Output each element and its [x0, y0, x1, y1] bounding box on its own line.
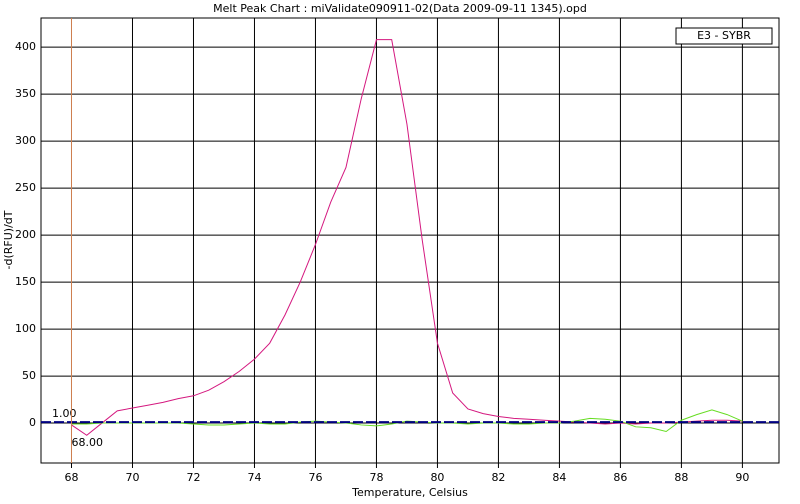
x-tick-label: 72: [186, 471, 200, 484]
legend-box: [675, 27, 773, 45]
plot-frame: [40, 17, 780, 464]
x-tick-label: 76: [308, 471, 322, 484]
x-tick-label: 80: [430, 471, 444, 484]
y-tick-label: 50: [22, 369, 36, 382]
x-tick-label: 88: [674, 471, 688, 484]
y-tick-label: 400: [15, 40, 36, 53]
y-tick-label: 250: [15, 181, 36, 194]
y-tick-label: 150: [15, 275, 36, 288]
x-tick-label: 74: [247, 471, 261, 484]
x-tick-label: 86: [613, 471, 627, 484]
y-tick-label: 200: [15, 228, 36, 241]
x-tick-label: 82: [491, 471, 505, 484]
y-axis-label: -d(RFU)/dT: [2, 210, 15, 269]
start-line-label: 68.00: [71, 436, 103, 449]
chart-title: Melt Peak Chart : miValidate090911-02(Da…: [213, 2, 587, 15]
x-tick-label: 84: [552, 471, 566, 484]
y-tick-label: 300: [15, 134, 36, 147]
threshold-label: 1.00: [52, 407, 77, 420]
x-axis-label: Temperature, Celsius: [351, 486, 468, 499]
x-tick-label: 78: [369, 471, 383, 484]
y-tick-label: 350: [15, 87, 36, 100]
data-line: [71, 39, 743, 436]
x-tick-label: 68: [64, 471, 78, 484]
x-tick-label: 90: [735, 471, 749, 484]
legend-label: E3 - SYBR: [697, 29, 751, 42]
x-tick-label: 70: [125, 471, 139, 484]
y-tick-label: 0: [29, 416, 36, 429]
y-tick-label: 100: [15, 322, 36, 335]
